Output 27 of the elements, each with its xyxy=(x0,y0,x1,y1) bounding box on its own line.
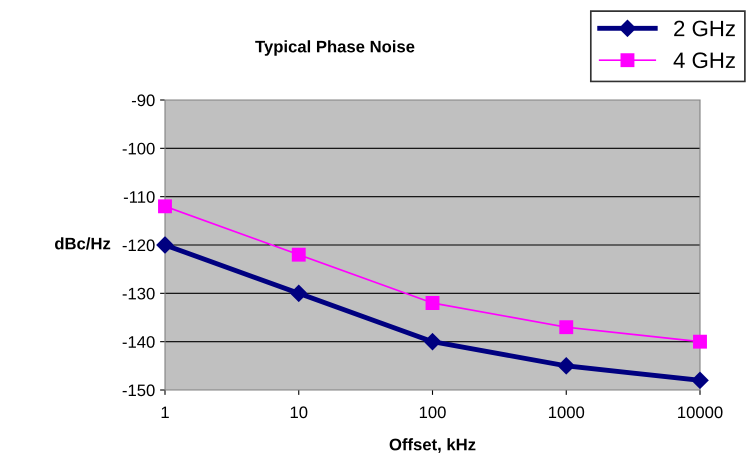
point xyxy=(691,372,709,389)
y-tick-label: -130 xyxy=(122,288,155,300)
point xyxy=(158,199,172,214)
point xyxy=(693,334,707,349)
x-tick-label: 10000 xyxy=(678,406,723,418)
point xyxy=(292,248,306,262)
point xyxy=(558,357,575,374)
x-tick-label: 1000 xyxy=(548,406,584,418)
x-tick-label: 100 xyxy=(420,406,446,418)
y-tick-label: -120 xyxy=(122,239,155,252)
point xyxy=(290,284,308,302)
point xyxy=(426,296,440,310)
y-tick-label: -150 xyxy=(122,384,155,396)
y-axis-title: dBc/Hz xyxy=(55,237,110,250)
y-tick-label: -110 xyxy=(124,191,155,203)
y-tick-label: -90 xyxy=(132,94,155,106)
y-tick-label: -140 xyxy=(122,336,155,348)
x-tick-label: 10 xyxy=(290,406,308,418)
point xyxy=(424,333,442,350)
point xyxy=(559,320,574,334)
x-tick-label: 1 xyxy=(162,406,169,418)
x-axis-title: Offset, kHz xyxy=(390,438,476,453)
point xyxy=(156,236,174,254)
legend-label: 4 GHz xyxy=(674,52,735,68)
legend-label: 2 GHz xyxy=(674,20,735,36)
chart-title: Typical Phase Noise xyxy=(255,40,414,56)
y-tick-label: -100 xyxy=(122,142,155,155)
